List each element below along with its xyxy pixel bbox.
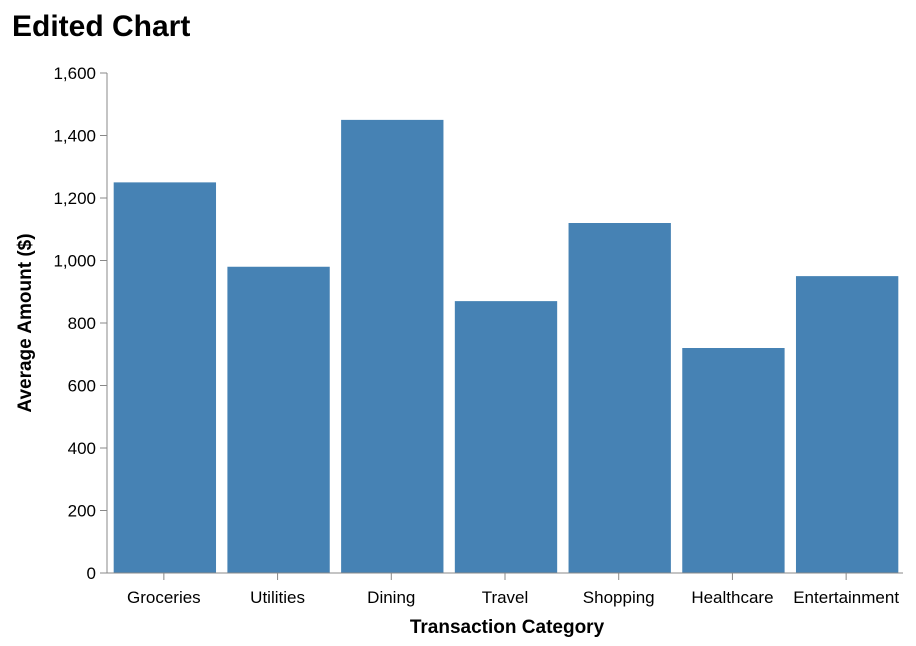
x-tick-label: Groceries xyxy=(127,588,201,607)
bar-healthcare xyxy=(682,348,785,573)
y-tick-label: 1,600 xyxy=(53,64,96,83)
bars-group xyxy=(113,119,899,573)
x-tick-label: Utilities xyxy=(250,588,305,607)
bar-travel xyxy=(454,301,558,573)
bar-groceries xyxy=(113,182,217,573)
x-axis-title: Transaction Category xyxy=(410,617,605,638)
x-tick-label: Travel xyxy=(482,588,529,607)
x-tick-label: Healthcare xyxy=(691,588,773,607)
bar-entertainment xyxy=(795,276,899,573)
y-axis: 0 200 400 600 800 1,000 1,200 1,400 1,600 xyxy=(53,64,108,583)
y-tick-label: 200 xyxy=(68,502,96,521)
y-axis-title: Average Amount ($) xyxy=(15,233,36,412)
y-tick-label: 400 xyxy=(68,439,96,458)
x-tick-label: Shopping xyxy=(583,588,655,607)
y-tick-label: 1,200 xyxy=(53,189,96,208)
y-tick-label: 0 xyxy=(87,564,96,583)
bar-shopping xyxy=(568,223,671,573)
y-tick-label: 1,400 xyxy=(53,127,96,146)
chart-title: Edited Chart xyxy=(12,10,190,43)
y-tick-label: 800 xyxy=(68,314,96,333)
x-tick-label: Dining xyxy=(367,588,415,607)
x-tick-label: Entertainment xyxy=(793,588,899,607)
bar-utilities xyxy=(227,266,330,573)
y-tick-label: 1,000 xyxy=(53,252,96,271)
x-axis: Groceries Utilities Dining Travel Shopping He… xyxy=(107,572,903,607)
y-tick-label: 600 xyxy=(68,377,96,396)
bar-dining xyxy=(341,119,444,573)
